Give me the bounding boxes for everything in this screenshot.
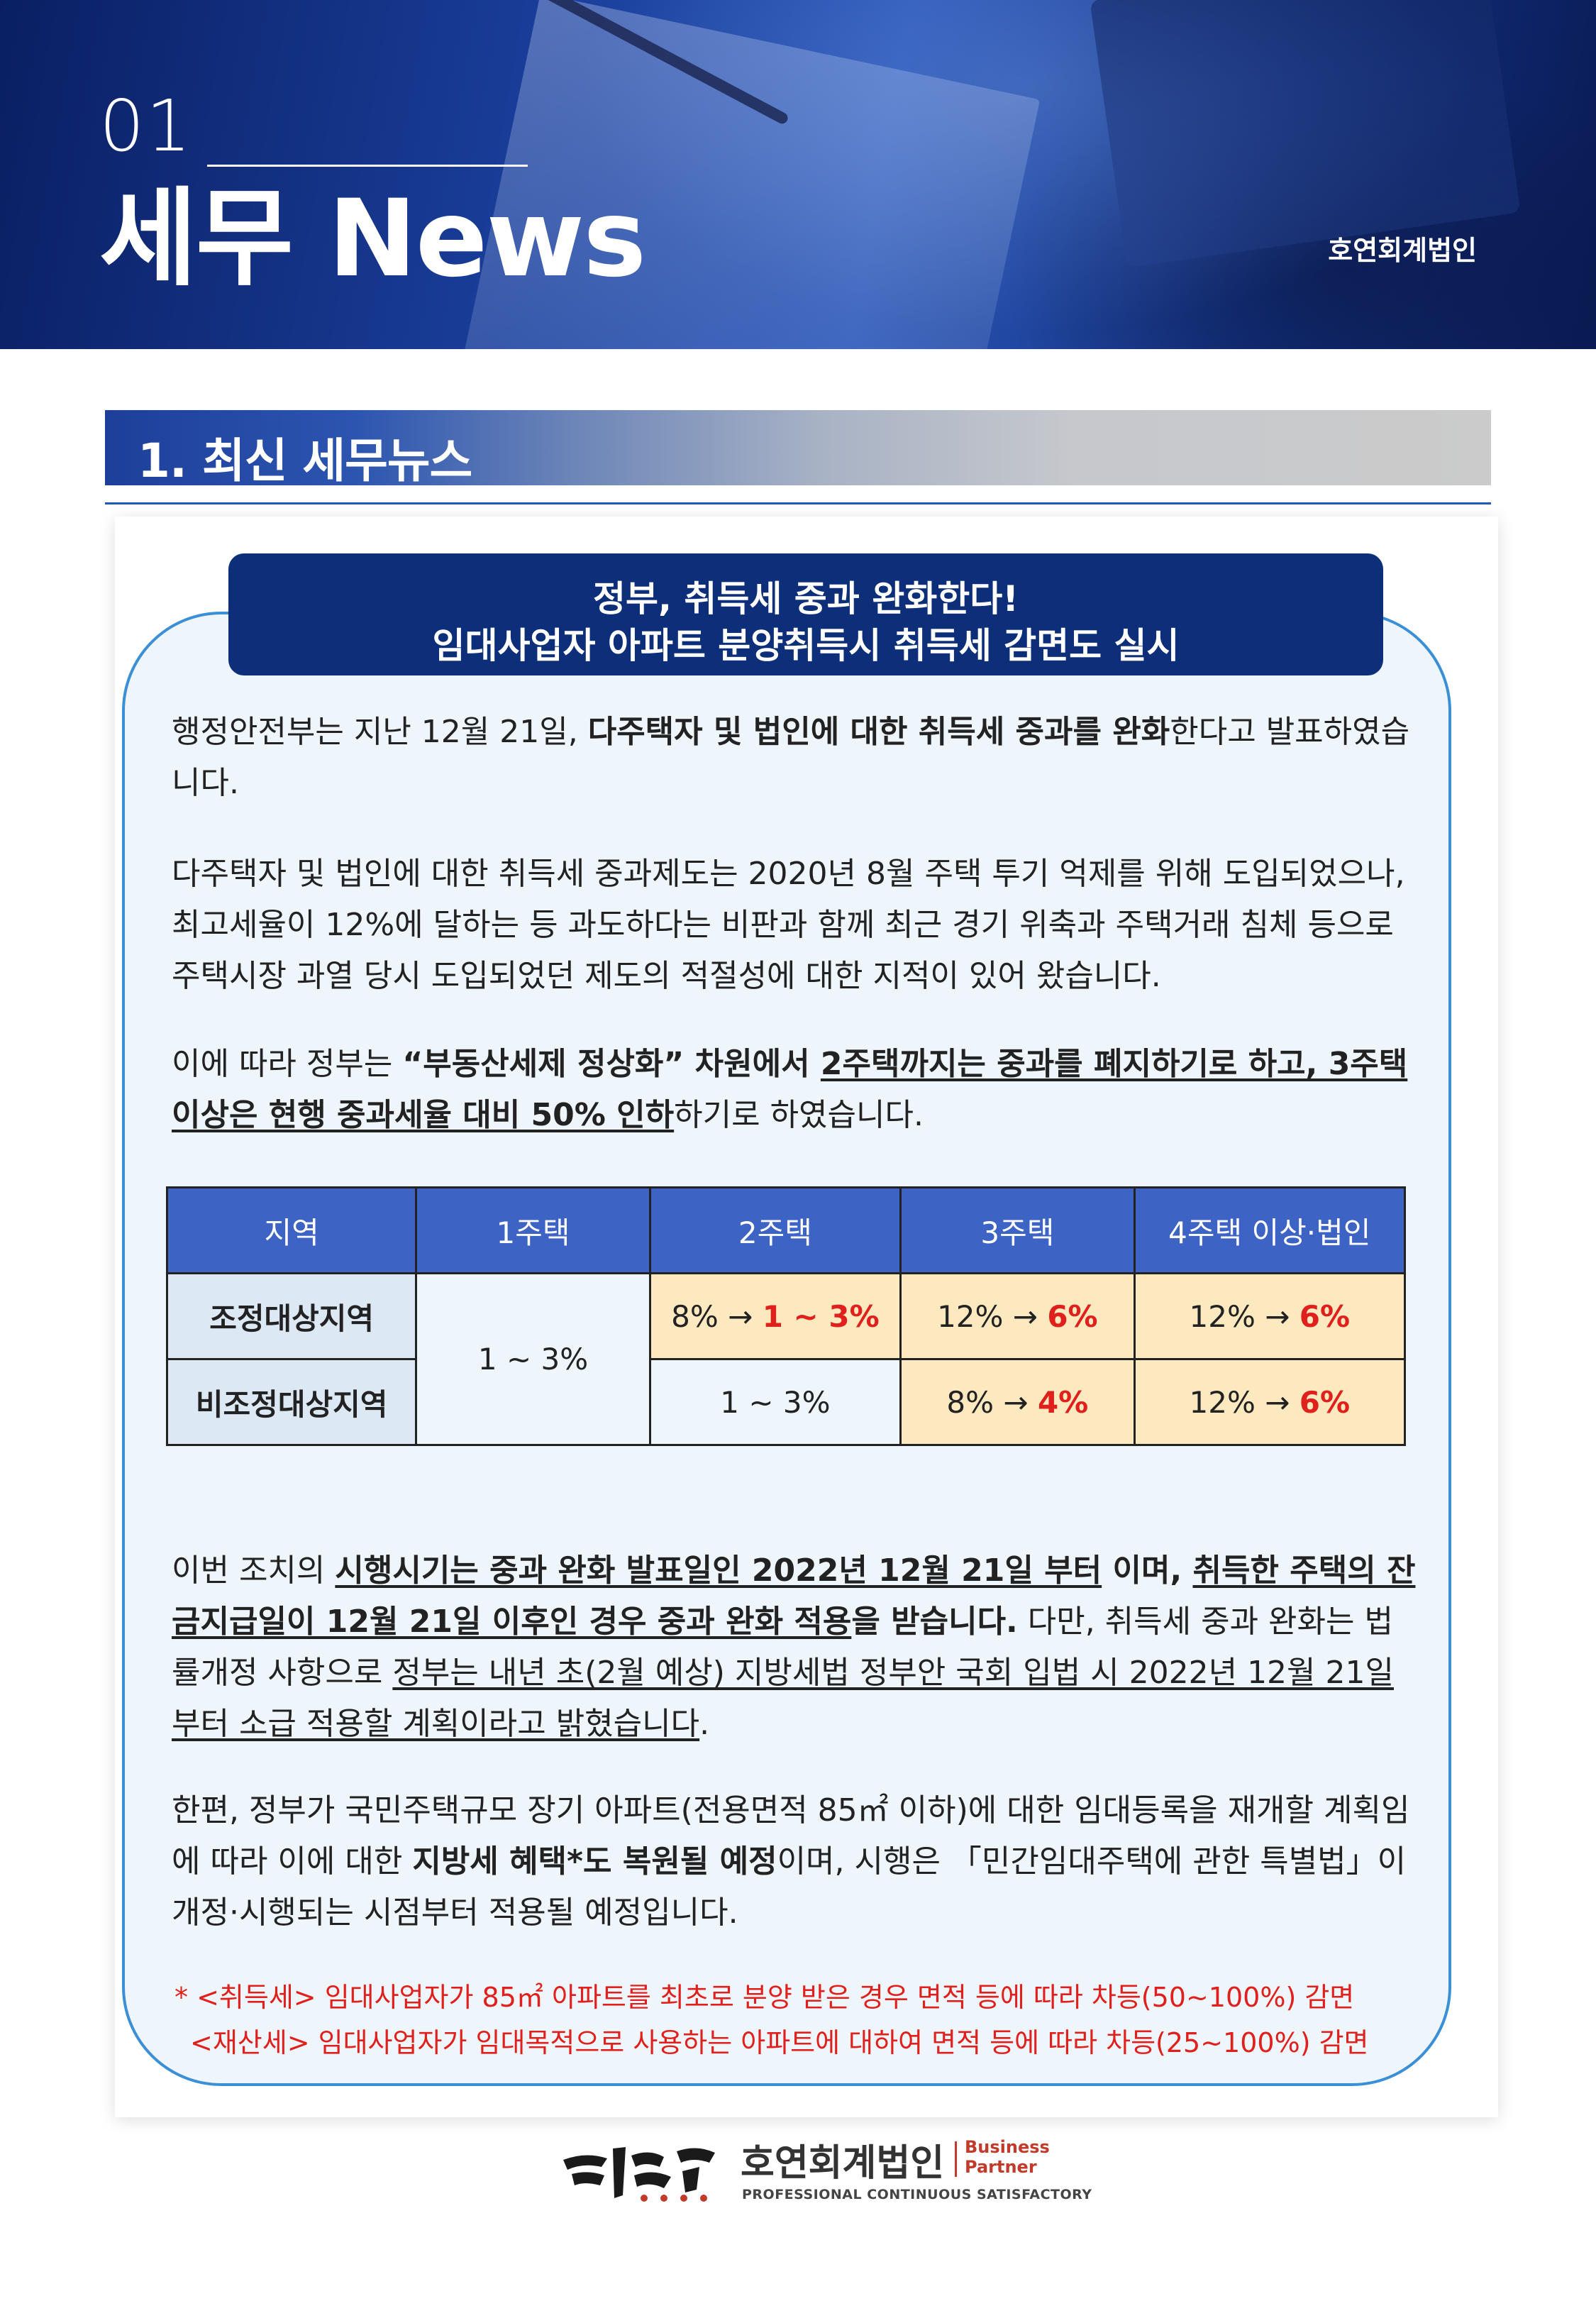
firm-name: 호연회계법인 — [1328, 235, 1477, 266]
tax-rate-table: 지역 1주택 2주택 3주택 4주택 이상·법인 조정대상지역 1 ~ 3% 8… — [165, 1186, 1407, 1446]
headline-line-1: 정부, 취득세 중과 완화한다! — [592, 578, 1019, 619]
header-region: 지역 — [165, 1186, 418, 1274]
paragraph-4: 이번 조치의 시행시기는 중과 완화 발표일인 2022년 12월 21일 부터… — [172, 1552, 1416, 1742]
header-three-house: 3주택 — [899, 1186, 1136, 1274]
footer-firm-name: 호연회계법인 — [741, 2142, 945, 2185]
three-house-cell: 12% → 6% — [899, 1272, 1136, 1360]
footer-slogan: PROFESSIONAL CONTINUOUS SATISFACTORY — [742, 2187, 1092, 2202]
section-divider — [105, 502, 1491, 504]
footer-tagline: Business Partner — [965, 2137, 1050, 2177]
paragraph-2: 다주택자 및 법인에 대한 취득세 중과제도는 2020년 8월 주택 투기 억… — [172, 856, 1405, 994]
paragraph-1: 행정안전부는 지난 12월 21일, 다주택자 및 법인에 대한 취득세 중과를… — [172, 714, 1410, 801]
footnote-acquisition-tax: * <취득세> 임대사업자가 85㎡ 아파트를 최초로 분양 받은 경우 면적 … — [174, 1982, 1355, 2013]
header-one-house: 1주택 — [415, 1186, 651, 1274]
header-banner: 01 세무 News 호연회계법인 — [0, 0, 1596, 349]
one-house-cell: 1 ~ 3% — [415, 1272, 651, 1446]
four-house-cell: 12% → 6% — [1133, 1272, 1407, 1360]
footer-logo: 호연회계법인 Business Partner PROFESSIONAL CON… — [558, 2131, 1092, 2208]
laptop-image — [1090, 0, 1521, 268]
header-four-house: 4주택 이상·법인 — [1133, 1186, 1407, 1274]
header-two-house: 2주택 — [648, 1186, 902, 1274]
paragraph-5: 한편, 정부가 국민주택규모 장기 아파트(전용면적 85㎡ 이하)에 대한 임… — [172, 1792, 1410, 1931]
section-title-bar: 1. 최신 세무뉴스 — [105, 410, 1491, 488]
table-row: 비조정대상지역 1 ~ 3% 8% → 4% 12% → 6% — [165, 1358, 1407, 1446]
two-house-cell: 1 ~ 3% — [648, 1358, 902, 1446]
paragraph-3: 이에 따라 정부는 “부동산세제 정상화” 차원에서 2주택까지는 중과를 폐지… — [172, 1046, 1408, 1133]
footnote-property-tax: <재산세> 임대사업자가 임대목적으로 사용하는 아파트에 대하여 면적 등에 … — [190, 2027, 1369, 2058]
region-cell: 조정대상지역 — [165, 1272, 418, 1360]
two-house-cell: 8% → 1 ~ 3% — [648, 1272, 902, 1360]
three-house-cell: 8% → 4% — [899, 1358, 1136, 1446]
brush-logo-icon — [563, 2147, 715, 2202]
headline-box: 정부, 취득세 중과 완화한다! 임대사업자 아파트 분양취득시 취득세 감면도… — [228, 553, 1383, 675]
four-house-cell: 12% → 6% — [1133, 1358, 1407, 1446]
table-row: 조정대상지역 1 ~ 3% 8% → 1 ~ 3% 12% → 6% 12% →… — [165, 1272, 1407, 1446]
footer-divider — [955, 2141, 957, 2177]
region-cell: 비조정대상지역 — [165, 1358, 418, 1446]
table-header-row: 지역 1주택 2주택 3주택 4주택 이상·법인 — [165, 1186, 1407, 1274]
section-number-underline — [207, 165, 528, 167]
section-title: 1. 최신 세무뉴스 — [138, 434, 472, 488]
headline-line-2: 임대사업자 아파트 분양취득시 취득세 감면도 실시 — [432, 625, 1180, 666]
page-title: 세무 News — [99, 177, 646, 301]
section-number: 01 — [99, 84, 193, 167]
